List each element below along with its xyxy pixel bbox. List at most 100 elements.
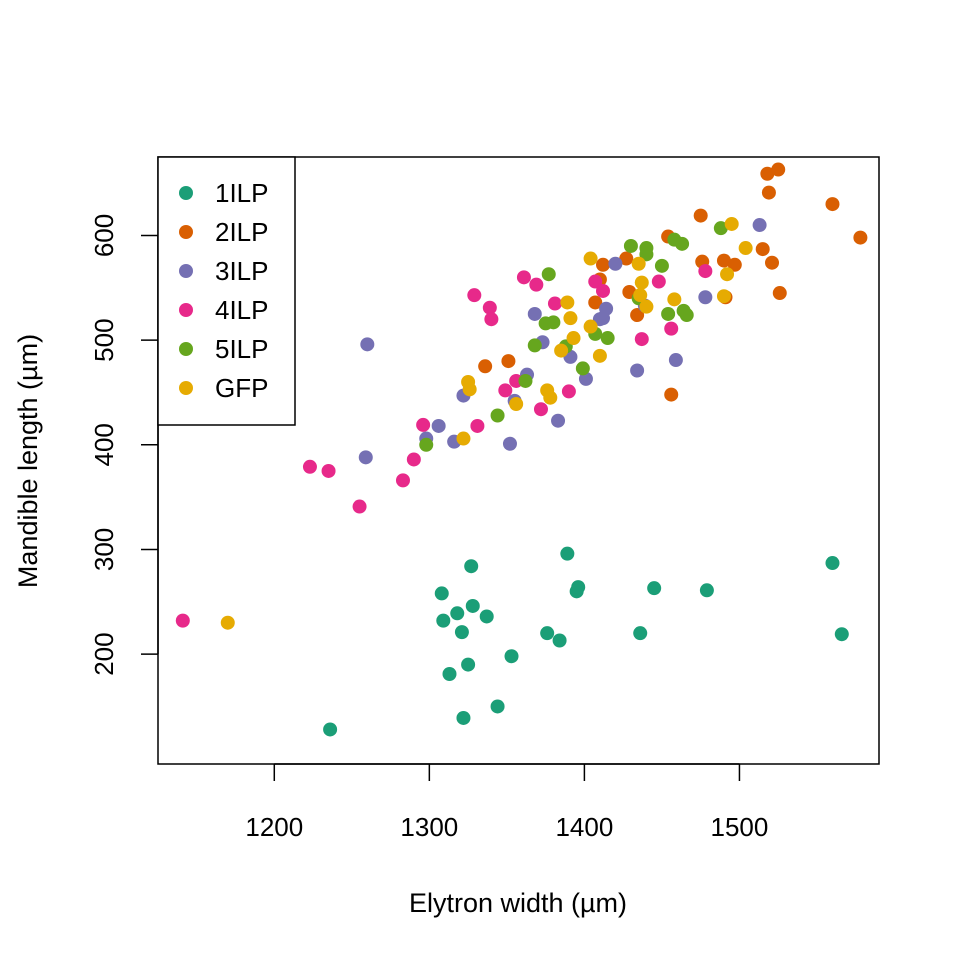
data-point bbox=[358, 450, 373, 465]
data-point bbox=[527, 338, 542, 353]
data-point bbox=[651, 274, 666, 289]
data-point bbox=[639, 241, 654, 256]
data-point bbox=[442, 667, 457, 681]
data-point bbox=[765, 255, 780, 270]
data-point bbox=[633, 626, 648, 641]
data-point bbox=[699, 583, 714, 598]
data-point bbox=[561, 384, 576, 399]
legend-label: 4ILP bbox=[215, 295, 269, 325]
data-point bbox=[596, 283, 610, 298]
data-point bbox=[588, 274, 603, 289]
data-point bbox=[395, 473, 410, 488]
data-point bbox=[456, 431, 471, 446]
data-point bbox=[575, 361, 590, 376]
data-point bbox=[529, 277, 544, 292]
legend-marker bbox=[179, 186, 193, 200]
data-point bbox=[630, 363, 645, 378]
x-axis-title: Elytron width (µm) bbox=[409, 888, 627, 918]
y-tick-label: 400 bbox=[89, 423, 119, 466]
data-point bbox=[541, 267, 556, 282]
legend-label: 5ILP bbox=[215, 334, 269, 364]
data-point bbox=[760, 166, 775, 181]
data-point bbox=[321, 463, 336, 478]
data-point bbox=[461, 657, 476, 672]
data-point bbox=[720, 267, 735, 282]
legend-label: 2ILP bbox=[215, 217, 269, 247]
data-point bbox=[698, 264, 713, 279]
legend-label: 1ILP bbox=[215, 178, 269, 208]
data-point bbox=[509, 396, 524, 411]
data-point bbox=[302, 459, 317, 474]
data-point bbox=[679, 308, 694, 323]
data-point bbox=[654, 258, 669, 273]
data-point bbox=[834, 627, 849, 642]
data-point bbox=[431, 418, 446, 433]
data-point bbox=[599, 301, 614, 316]
data-point bbox=[592, 348, 607, 363]
data-point bbox=[502, 436, 517, 451]
data-point bbox=[668, 353, 683, 368]
data-point bbox=[560, 295, 575, 310]
data-point bbox=[630, 308, 645, 323]
y-axis: 200 300 400 500 600 bbox=[89, 214, 159, 676]
data-point bbox=[755, 242, 770, 257]
data-point bbox=[675, 236, 690, 251]
y-axis-title: Mandible length (µm) bbox=[13, 334, 43, 588]
data-point bbox=[501, 354, 516, 369]
x-tick-label: 1400 bbox=[555, 812, 613, 842]
legend-box bbox=[157, 156, 296, 426]
legend-marker bbox=[179, 264, 193, 278]
data-point bbox=[434, 586, 449, 601]
data-point bbox=[664, 387, 679, 402]
data-point bbox=[450, 606, 465, 621]
data-point bbox=[540, 626, 555, 641]
data-point bbox=[634, 275, 649, 290]
data-point bbox=[639, 299, 654, 314]
data-point bbox=[667, 292, 682, 307]
data-point bbox=[664, 321, 679, 336]
data-point bbox=[552, 633, 567, 648]
data-point bbox=[543, 390, 558, 405]
data-point bbox=[456, 710, 471, 725]
legend-label: GFP bbox=[215, 373, 268, 403]
data-point bbox=[406, 452, 421, 467]
data-point bbox=[588, 295, 603, 310]
data-point bbox=[771, 162, 786, 177]
data-point bbox=[761, 185, 776, 200]
data-point bbox=[661, 306, 676, 321]
data-point bbox=[479, 609, 494, 624]
data-point bbox=[752, 218, 767, 233]
data-point bbox=[360, 337, 375, 352]
data-point bbox=[175, 613, 190, 628]
data-point bbox=[352, 499, 367, 514]
data-point bbox=[554, 343, 569, 358]
data-point bbox=[504, 649, 519, 664]
data-point bbox=[533, 402, 548, 417]
data-point bbox=[713, 221, 728, 236]
data-point bbox=[716, 253, 731, 268]
data-point bbox=[631, 256, 646, 271]
legend-marker bbox=[179, 225, 193, 239]
data-point bbox=[825, 556, 840, 571]
y-tick-label: 300 bbox=[89, 528, 119, 571]
data-point bbox=[478, 359, 493, 374]
data-point bbox=[583, 319, 598, 334]
data-point bbox=[566, 331, 581, 346]
data-point bbox=[467, 288, 482, 303]
y-tick-label: 200 bbox=[89, 632, 119, 675]
x-tick-label: 1500 bbox=[711, 812, 769, 842]
data-point bbox=[454, 625, 469, 640]
data-point bbox=[462, 382, 477, 397]
data-point bbox=[220, 615, 235, 630]
y-tick-label: 500 bbox=[89, 318, 119, 361]
data-point bbox=[470, 418, 485, 433]
legend-marker bbox=[179, 303, 193, 317]
data-point bbox=[484, 312, 499, 327]
data-point bbox=[633, 288, 648, 303]
data-point bbox=[465, 598, 480, 613]
data-point bbox=[527, 306, 542, 321]
data-point bbox=[693, 208, 708, 223]
data-point bbox=[490, 699, 505, 714]
data-point bbox=[518, 373, 533, 388]
